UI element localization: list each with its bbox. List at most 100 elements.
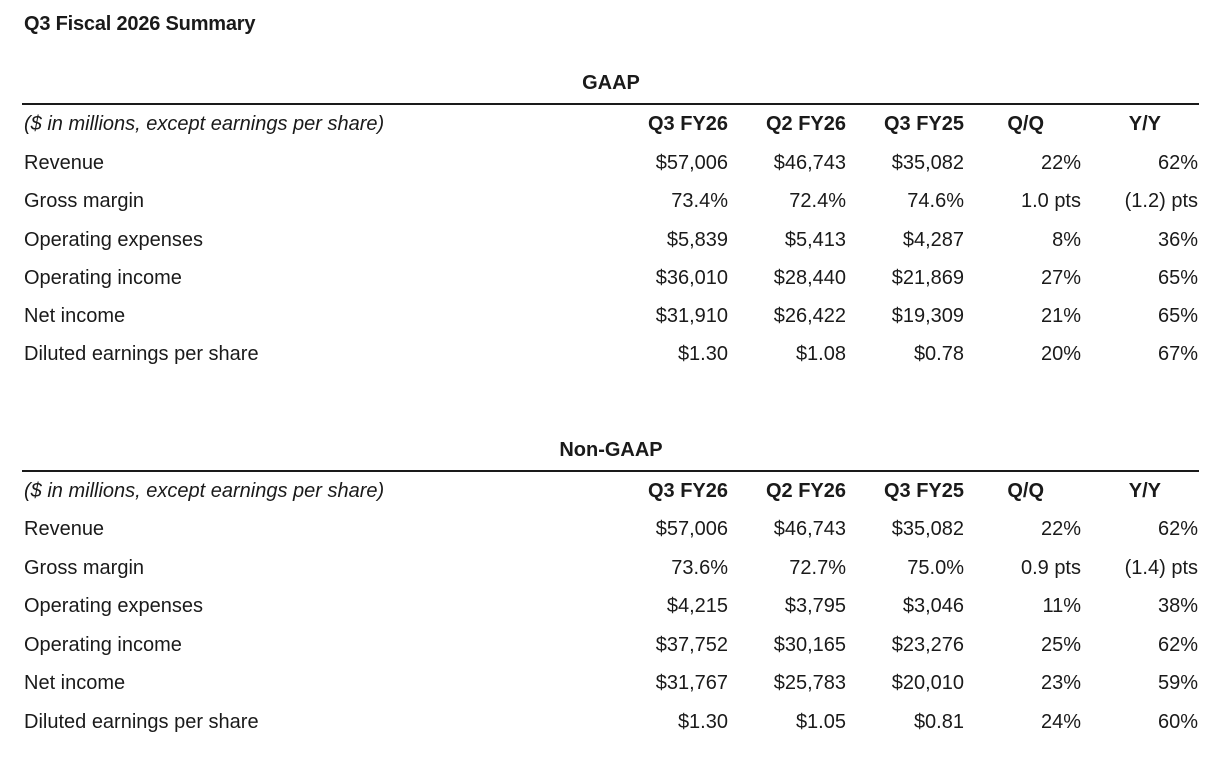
table-row: Net income $31,767 $25,783 $20,010 23% 5… bbox=[0, 664, 1229, 702]
cell: 36% bbox=[1157, 229, 1198, 251]
non-gaap-heading: Non-GAAP bbox=[559, 439, 663, 461]
col-header-q3fy26: Q3 FY26 bbox=[647, 480, 728, 502]
row-label: Revenue bbox=[24, 518, 105, 540]
row-label: Diluted earnings per share bbox=[24, 343, 259, 365]
cell: $57,006 bbox=[655, 518, 728, 540]
cell: 75.0% bbox=[907, 557, 964, 579]
cell: 21% bbox=[1040, 305, 1081, 327]
page-title: Q3 Fiscal 2026 Summary bbox=[24, 13, 256, 35]
cell: 62% bbox=[1157, 634, 1198, 656]
cell: 20% bbox=[1040, 343, 1081, 365]
cell: $5,839 bbox=[666, 229, 728, 251]
gaap-header-row: ($ in millions, except earnings per shar… bbox=[0, 105, 1229, 143]
table-row: Diluted earnings per share $1.30 $1.05 $… bbox=[0, 703, 1229, 741]
table-row: Operating expenses $5,839 $5,413 $4,287 … bbox=[0, 221, 1229, 259]
cell: 27% bbox=[1040, 267, 1081, 289]
cell: 62% bbox=[1157, 152, 1198, 174]
cell: $1.30 bbox=[677, 711, 728, 733]
cell: 23% bbox=[1040, 672, 1081, 694]
cell: 38% bbox=[1157, 595, 1198, 617]
col-header-q2fy26: Q2 FY26 bbox=[765, 480, 846, 502]
cell: 0.9 pts bbox=[1020, 557, 1081, 579]
table-row: Revenue $57,006 $46,743 $35,082 22% 62% bbox=[0, 144, 1229, 182]
cell: 60% bbox=[1157, 711, 1198, 733]
cell: $37,752 bbox=[655, 634, 728, 656]
table-row: Revenue $57,006 $46,743 $35,082 22% 62% bbox=[0, 510, 1229, 548]
row-label: Gross margin bbox=[24, 190, 145, 212]
cell: 59% bbox=[1157, 672, 1198, 694]
row-label: Operating income bbox=[24, 634, 182, 656]
row-label: Net income bbox=[24, 305, 126, 327]
non-gaap-divider bbox=[22, 470, 1199, 472]
table-row: Operating expenses $4,215 $3,795 $3,046 … bbox=[0, 587, 1229, 625]
cell: $0.81 bbox=[913, 711, 964, 733]
cell: 1.0 pts bbox=[1020, 190, 1081, 212]
cell: 72.4% bbox=[789, 190, 846, 212]
cell: 62% bbox=[1157, 518, 1198, 540]
col-header-q3fy25: Q3 FY25 bbox=[883, 113, 964, 135]
table-row: Net income $31,910 $26,422 $19,309 21% 6… bbox=[0, 297, 1229, 335]
row-label: Diluted earnings per share bbox=[24, 711, 259, 733]
row-label: Gross margin bbox=[24, 557, 145, 579]
cell: $1.08 bbox=[795, 343, 846, 365]
cell: $0.78 bbox=[913, 343, 964, 365]
cell: 72.7% bbox=[789, 557, 846, 579]
cell: $23,276 bbox=[891, 634, 964, 656]
table-row: Gross margin 73.4% 72.4% 74.6% 1.0 pts (… bbox=[0, 182, 1229, 220]
cell: $35,082 bbox=[891, 152, 964, 174]
cell: $46,743 bbox=[773, 518, 846, 540]
cell: 8% bbox=[1052, 229, 1081, 251]
cell: $20,010 bbox=[891, 672, 964, 694]
cell: 65% bbox=[1157, 305, 1198, 327]
row-label: Operating expenses bbox=[24, 595, 204, 617]
col-header-q3fy25: Q3 FY25 bbox=[883, 480, 964, 502]
cell: 22% bbox=[1040, 152, 1081, 174]
cell: 74.6% bbox=[907, 190, 964, 212]
unit-note: ($ in millions, except earnings per shar… bbox=[24, 480, 385, 502]
gaap-divider bbox=[22, 103, 1199, 105]
cell: $4,287 bbox=[902, 229, 964, 251]
table-row: Operating income $36,010 $28,440 $21,869… bbox=[0, 259, 1229, 297]
cell: (1.4) pts bbox=[1124, 557, 1198, 579]
cell: $5,413 bbox=[784, 229, 846, 251]
col-header-qq: Q/Q bbox=[1007, 113, 1044, 135]
col-header-qq: Q/Q bbox=[1007, 480, 1044, 502]
cell: 25% bbox=[1040, 634, 1081, 656]
cell: $4,215 bbox=[666, 595, 728, 617]
cell: $21,869 bbox=[891, 267, 964, 289]
cell: $28,440 bbox=[773, 267, 846, 289]
cell: $35,082 bbox=[891, 518, 964, 540]
cell: $31,767 bbox=[655, 672, 728, 694]
col-header-yy: Y/Y bbox=[1128, 113, 1161, 135]
row-label: Operating expenses bbox=[24, 229, 204, 251]
gaap-heading: GAAP bbox=[582, 72, 640, 94]
cell: 73.4% bbox=[671, 190, 728, 212]
table-row: Diluted earnings per share $1.30 $1.08 $… bbox=[0, 335, 1229, 373]
row-label: Revenue bbox=[24, 152, 105, 174]
cell: $57,006 bbox=[655, 152, 728, 174]
cell: 24% bbox=[1040, 711, 1081, 733]
cell: 11% bbox=[1042, 595, 1081, 617]
non-gaap-header-row: ($ in millions, except earnings per shar… bbox=[0, 472, 1229, 510]
cell: 22% bbox=[1040, 518, 1081, 540]
cell: (1.2) pts bbox=[1124, 190, 1198, 212]
col-header-yy: Y/Y bbox=[1128, 480, 1161, 502]
cell: $1.05 bbox=[795, 711, 846, 733]
cell: $31,910 bbox=[655, 305, 728, 327]
cell: 67% bbox=[1157, 343, 1198, 365]
cell: $25,783 bbox=[773, 672, 846, 694]
row-label: Operating income bbox=[24, 267, 182, 289]
cell: 73.6% bbox=[671, 557, 728, 579]
cell: $36,010 bbox=[655, 267, 728, 289]
cell: 65% bbox=[1157, 267, 1198, 289]
cell: $46,743 bbox=[773, 152, 846, 174]
cell: $26,422 bbox=[773, 305, 846, 327]
cell: $3,046 bbox=[902, 595, 964, 617]
table-row: Operating income $37,752 $30,165 $23,276… bbox=[0, 626, 1229, 664]
col-header-q2fy26: Q2 FY26 bbox=[765, 113, 846, 135]
row-label: Net income bbox=[24, 672, 126, 694]
unit-note: ($ in millions, except earnings per shar… bbox=[24, 113, 385, 135]
cell: $3,795 bbox=[784, 595, 846, 617]
table-row: Gross margin 73.6% 72.7% 75.0% 0.9 pts (… bbox=[0, 549, 1229, 587]
cell: $19,309 bbox=[891, 305, 964, 327]
